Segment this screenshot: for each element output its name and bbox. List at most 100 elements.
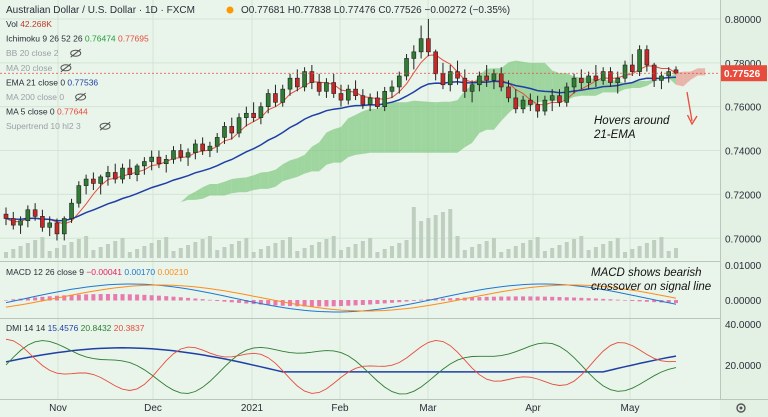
candle-body[interactable] <box>287 77 293 90</box>
candle-body[interactable] <box>593 75 599 81</box>
symbol-title[interactable]: Australian Dollar / U.S. Dollar · 1D · F… <box>6 5 195 16</box>
candle-body[interactable] <box>542 99 548 112</box>
candle-body[interactable] <box>142 161 147 167</box>
candle-body[interactable] <box>69 202 74 219</box>
candle-body[interactable] <box>258 106 264 118</box>
candle-body[interactable] <box>265 93 271 107</box>
candle-body[interactable] <box>324 82 329 92</box>
candle-body[interactable] <box>549 95 555 101</box>
candle-body[interactable] <box>411 51 417 59</box>
candle-body[interactable] <box>600 71 606 81</box>
candle-body[interactable] <box>659 75 664 81</box>
candle-body[interactable] <box>615 77 621 83</box>
candle-body[interactable] <box>433 51 438 75</box>
candle-body[interactable] <box>76 185 82 204</box>
candle-body[interactable] <box>404 58 409 77</box>
candle-body[interactable] <box>273 93 278 103</box>
hidden-eye-icon[interactable] <box>70 48 82 58</box>
candle-body[interactable] <box>447 71 453 86</box>
candle-body[interactable] <box>651 64 657 81</box>
candle-body[interactable] <box>622 64 628 79</box>
indicator-legend-item[interactable]: MA 200 close 0 <box>6 92 64 102</box>
candle-body[interactable] <box>251 112 256 118</box>
hidden-eye-icon[interactable] <box>60 63 72 73</box>
candle-body[interactable] <box>557 95 562 103</box>
candle-body[interactable] <box>120 167 125 180</box>
candle-body[interactable] <box>61 218 67 235</box>
time-axis[interactable]: Nov Dec 2021 Feb Mar Apr May <box>49 403 639 414</box>
indicator-legend-item[interactable]: BB 20 close 2 <box>6 48 59 58</box>
macd-legend[interactable]: MACD 12 26 close 9 −0.00041 0.00170 0.00… <box>6 267 188 277</box>
candle-body[interactable] <box>178 150 184 158</box>
candle-body[interactable] <box>353 88 358 97</box>
candle-body[interactable] <box>244 112 249 118</box>
candle-body[interactable] <box>396 75 402 88</box>
candle-body[interactable] <box>331 82 337 94</box>
candle-body[interactable] <box>484 75 489 81</box>
candle-body[interactable] <box>673 69 679 74</box>
candle-body[interactable] <box>156 156 162 165</box>
candle-body[interactable] <box>134 165 140 175</box>
hidden-eye-icon[interactable] <box>75 92 87 102</box>
candle-body[interactable] <box>295 77 300 88</box>
settings-gear-icon[interactable] <box>736 403 746 413</box>
candle-body[interactable] <box>498 73 504 88</box>
indicator-legend-item[interactable]: Ichimoku 9 26 52 26 0.76474 0.77695 <box>6 34 149 44</box>
candle-body[interactable] <box>462 77 468 92</box>
candle-body[interactable] <box>338 93 344 101</box>
candle-body[interactable] <box>571 77 577 88</box>
indicator-legend-item[interactable]: MA 5 close 0 0.77644 <box>6 107 88 117</box>
candle-body[interactable] <box>98 176 103 184</box>
candle-body[interactable] <box>207 145 213 151</box>
candle-body[interactable] <box>440 73 446 86</box>
candle-body[interactable] <box>637 49 642 72</box>
candle-body[interactable] <box>91 178 96 184</box>
candle-body[interactable] <box>105 172 111 178</box>
indicator-legend-item[interactable]: EMA 21 close 0 0.77536 <box>6 77 98 87</box>
candle-body[interactable] <box>309 71 315 83</box>
candle-body[interactable] <box>389 86 395 92</box>
indicator-legend-item[interactable]: Supertrend 10 hl2 3 <box>6 121 81 131</box>
candle-body[interactable] <box>18 220 23 226</box>
candle-body[interactable] <box>469 84 475 92</box>
candle-body[interactable] <box>608 71 613 83</box>
hidden-eye-icon[interactable] <box>99 121 111 131</box>
candle-body[interactable] <box>316 82 322 92</box>
candle-body[interactable] <box>382 91 387 107</box>
candle-body[interactable] <box>185 152 191 158</box>
candle-body[interactable] <box>535 104 540 112</box>
candle-body[interactable] <box>644 49 650 66</box>
candle-body[interactable] <box>200 143 205 151</box>
candle-body[interactable] <box>345 88 351 101</box>
candle-body[interactable] <box>83 178 89 186</box>
candle-body[interactable] <box>360 95 366 105</box>
candle-body[interactable] <box>222 126 227 138</box>
candle-body[interactable] <box>193 143 198 154</box>
candle-body[interactable] <box>25 209 31 222</box>
candle-body[interactable] <box>112 172 118 180</box>
candle-body[interactable] <box>477 75 482 86</box>
candle-body[interactable] <box>586 75 591 83</box>
candle-body[interactable] <box>506 86 511 99</box>
candle-body[interactable] <box>491 73 497 81</box>
candle-body[interactable] <box>302 71 307 88</box>
candle-body[interactable] <box>418 38 424 53</box>
candle-body[interactable] <box>47 222 52 228</box>
candle-body[interactable] <box>171 150 176 160</box>
candle-body[interactable] <box>579 77 584 83</box>
candle-body[interactable] <box>280 88 286 103</box>
candle-body[interactable] <box>40 216 45 228</box>
candle-body[interactable] <box>513 97 519 110</box>
candle-body[interactable] <box>229 126 235 134</box>
candle-body[interactable] <box>127 167 133 175</box>
indicator-legend-item[interactable]: MA 20 close <box>6 63 53 73</box>
candle-body[interactable] <box>564 86 570 103</box>
candle-body[interactable] <box>163 159 169 165</box>
candle-body[interactable] <box>666 71 672 77</box>
candle-body[interactable] <box>520 99 526 110</box>
candlesticks[interactable] <box>3 18 679 241</box>
candle-body[interactable] <box>375 97 380 107</box>
candle-body[interactable] <box>455 71 460 79</box>
candle-body[interactable] <box>214 137 220 147</box>
indicator-legend-item[interactable]: Vol 42.268K <box>6 19 52 29</box>
